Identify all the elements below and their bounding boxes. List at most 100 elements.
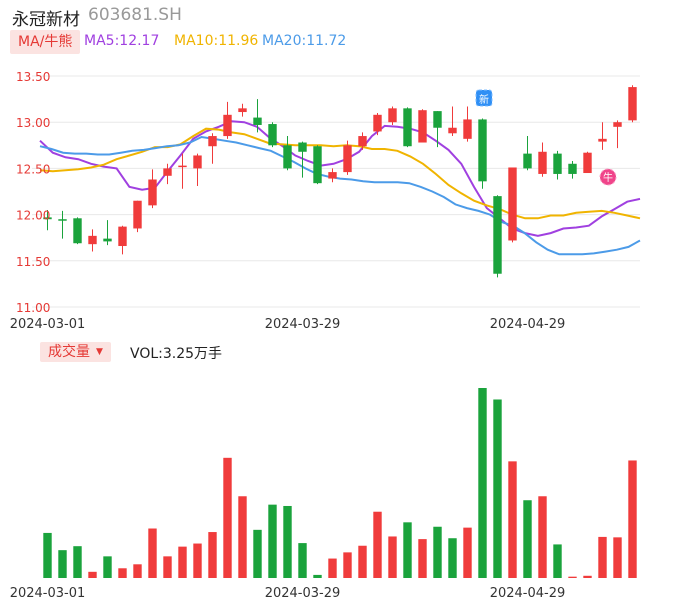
candle-body [583, 152, 592, 174]
candle-body [403, 108, 412, 147]
volume-bar [373, 511, 382, 578]
candle [238, 103, 247, 117]
bull-marker-badge [599, 168, 617, 186]
volume-bar [403, 522, 412, 578]
candle-body [598, 138, 607, 142]
candle-body [103, 238, 112, 242]
volume-x-tick-label: 2024-04-29 [490, 586, 566, 601]
volume-value: VOL:3.25万手 [130, 346, 223, 362]
volume-bar [223, 457, 232, 578]
volume-bar [388, 536, 397, 578]
candle-body [523, 153, 532, 169]
volume-bar [133, 564, 142, 578]
candle [523, 136, 532, 171]
candle-body [73, 218, 82, 244]
volume-indicator-button[interactable]: 成交量 ▼ [40, 342, 111, 362]
ma-indicator-button[interactable]: MA/牛熊 [10, 30, 81, 54]
stock-code: 603681.SH [88, 5, 182, 25]
ma20-value: MA20:11.72 [262, 33, 347, 49]
candle-body [58, 219, 67, 221]
candle-body [328, 172, 337, 179]
candle [118, 225, 127, 255]
volume-bar [433, 526, 442, 578]
y-tick-label: 13.00 [16, 116, 50, 130]
candle-body [418, 110, 427, 143]
y-tick-label: 12.00 [16, 209, 50, 223]
candle-body [268, 124, 277, 146]
candle [73, 217, 82, 245]
candle [268, 122, 277, 148]
candle-body [313, 146, 322, 184]
candle-body [388, 108, 397, 123]
volume-bar [43, 532, 52, 578]
candle-body [283, 145, 292, 169]
volume-bar [358, 545, 367, 578]
volume-bar [508, 461, 517, 578]
candle-body [493, 196, 502, 274]
candle-body [373, 114, 382, 132]
new-marker-badge [475, 89, 493, 107]
candle-body [508, 167, 517, 241]
volume-bar [613, 537, 622, 578]
volume-bar [238, 496, 247, 578]
ma10-value: MA10:11.96 [174, 33, 259, 49]
candle-body [628, 87, 637, 121]
volume-bar [253, 529, 262, 578]
candle [433, 111, 442, 148]
candle-body [223, 114, 232, 137]
candle [478, 118, 487, 189]
candle [208, 133, 217, 164]
volume-bar [448, 538, 457, 578]
ma5-line [39, 120, 641, 237]
candle-body [538, 151, 547, 174]
candle-body [43, 217, 52, 220]
candle [418, 109, 427, 143]
candle [463, 106, 472, 142]
candle-body [193, 155, 202, 169]
candle [343, 140, 352, 175]
candle-body [163, 168, 172, 176]
volume-bar [268, 504, 277, 578]
volume-bar [73, 546, 82, 578]
candle-body [463, 119, 472, 139]
candle [283, 136, 292, 171]
volume-bar [58, 550, 67, 578]
volume-bar [493, 399, 502, 578]
candle [403, 107, 412, 148]
volume-bar [163, 556, 172, 578]
y-tick-label: 11.50 [16, 255, 50, 269]
volume-bar [178, 546, 187, 578]
volume-bar [538, 496, 547, 578]
candle-body [178, 165, 187, 168]
candle-body [148, 179, 157, 206]
candle [448, 106, 457, 137]
candle-body [118, 226, 127, 247]
candle [313, 145, 322, 185]
event-markers: 新牛 [475, 89, 617, 186]
volume-bar [628, 460, 637, 578]
candle [613, 120, 622, 149]
candle [223, 101, 232, 139]
candle-body [208, 136, 217, 147]
candle-body [478, 119, 487, 182]
candle [583, 151, 592, 174]
candle-body [238, 108, 247, 113]
price-grid [32, 75, 640, 308]
volume-bar [328, 558, 337, 578]
candle [103, 220, 112, 246]
candle-body [298, 142, 307, 152]
dropdown-caret-icon: ▼ [96, 347, 103, 357]
candle [88, 229, 97, 252]
volume-bar [553, 544, 562, 578]
candle [298, 141, 307, 178]
candle [508, 167, 517, 243]
candle-body [253, 117, 262, 125]
candle [553, 150, 562, 180]
volume-bar [118, 568, 127, 578]
volume-indicator-label: 成交量 [48, 344, 90, 360]
volume-bar [148, 528, 157, 578]
candle-body [343, 145, 352, 173]
candle-body [133, 200, 142, 229]
candle [58, 210, 67, 239]
